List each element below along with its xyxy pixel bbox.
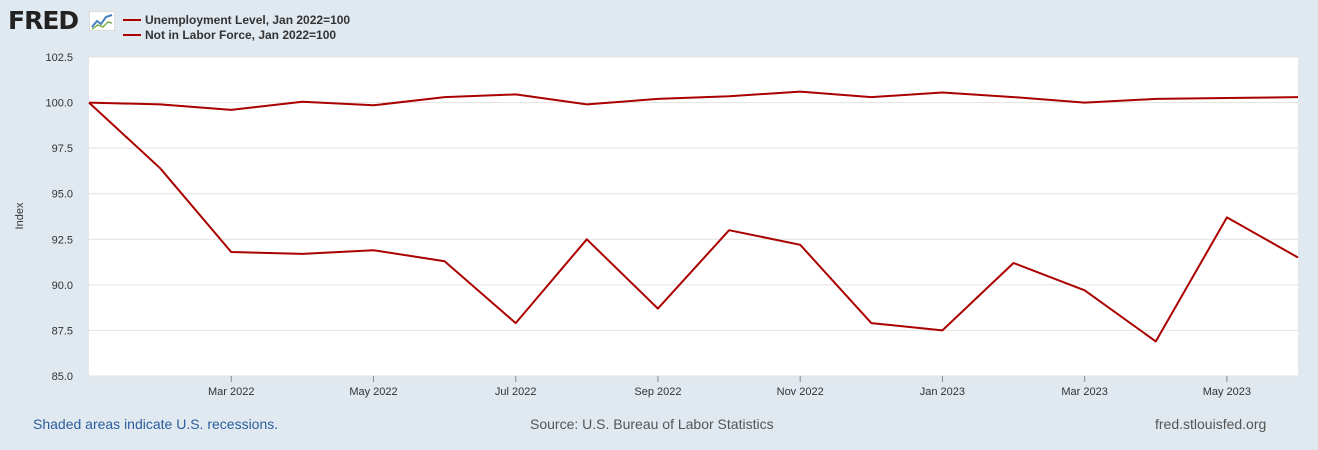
x-tick-label: Nov 2022 (777, 386, 824, 398)
fred-logo[interactable]: FRED (8, 6, 79, 35)
data-point[interactable] (230, 109, 232, 111)
data-point[interactable] (1297, 257, 1299, 259)
data-point[interactable] (1226, 97, 1228, 99)
x-tick-label: Mar 2022 (208, 386, 254, 398)
legend-swatch (123, 18, 141, 21)
y-axis-ticks: 85.0 87.5 90.0 92.5 95.0 97.5 100.0 102.5 (45, 52, 73, 383)
gridlines (89, 56, 1298, 377)
x-tick-label: Mar 2023 (1061, 386, 1107, 398)
line-chart: 85.0 87.5 90.0 92.5 95.0 97.5 100.0 102.5 Mar 2… (14, 52, 1299, 398)
legend-label: Unemployment Level, Jan 2022=100 (145, 13, 351, 27)
data-point[interactable] (372, 104, 374, 106)
data-point[interactable] (586, 238, 588, 240)
y-tick-label: 85.0 (52, 371, 73, 383)
x-tick-label: Jan 2023 (920, 386, 965, 398)
source-note: Source: U.S. Bureau of Labor Statistics (530, 416, 774, 432)
y-tick-label: 92.5 (52, 234, 73, 246)
data-point[interactable] (870, 322, 872, 324)
y-axis-label: Index (14, 202, 26, 229)
x-tick-label: Jul 2022 (495, 386, 537, 398)
y-tick-label: 102.5 (45, 52, 73, 64)
y-tick-label: 100.0 (45, 98, 73, 110)
legend-item-not-in-labor-force[interactable]: Not in Labor Force, Jan 2022=100 (123, 28, 336, 42)
data-point[interactable] (230, 251, 232, 253)
y-tick-label: 87.5 (52, 325, 73, 337)
plot-area (89, 57, 1298, 376)
data-point[interactable] (941, 92, 943, 94)
data-point[interactable] (941, 329, 943, 331)
data-point[interactable] (301, 101, 303, 103)
series-lines (88, 90, 1299, 343)
legend-swatch (123, 33, 141, 36)
data-point[interactable] (1297, 96, 1299, 98)
data-point[interactable] (657, 98, 659, 100)
data-point[interactable] (444, 96, 446, 98)
x-tick-label: May 2022 (349, 386, 397, 398)
data-point[interactable] (799, 91, 801, 93)
series-line-unemployment[interactable] (88, 101, 1299, 343)
data-point[interactable] (301, 253, 303, 255)
fred-url-link[interactable]: fred.stlouisfed.org (1155, 416, 1267, 432)
data-point[interactable] (1084, 289, 1086, 291)
data-point[interactable] (1013, 262, 1015, 264)
data-point[interactable] (586, 103, 588, 105)
data-point[interactable] (1013, 96, 1015, 98)
x-tick-label: Sep 2022 (634, 386, 681, 398)
recession-note: Shaded areas indicate U.S. recessions. (33, 416, 279, 432)
data-point[interactable] (1155, 98, 1157, 100)
legend-label: Not in Labor Force, Jan 2022=100 (145, 28, 337, 42)
data-point[interactable] (1084, 102, 1086, 104)
data-point[interactable] (728, 229, 730, 231)
data-point[interactable] (444, 260, 446, 262)
data-point[interactable] (372, 249, 374, 251)
x-axis-ticks: Mar 2022 May 2022 Jul 2022 Sep 2022 Nov 2022… (208, 376, 1251, 398)
legend-item-unemployment[interactable]: Unemployment Level, Jan 2022=100 (123, 13, 350, 27)
data-point[interactable] (515, 93, 517, 95)
data-point[interactable] (515, 322, 517, 324)
series-line-not-in-labor-force[interactable] (88, 90, 1299, 111)
y-tick-label: 90.0 (52, 280, 73, 292)
data-point[interactable] (1226, 216, 1228, 218)
y-tick-label: 95.0 (52, 189, 73, 201)
line-chart-icon (89, 11, 115, 31)
data-point[interactable] (728, 95, 730, 97)
data-point[interactable] (88, 102, 90, 104)
data-point[interactable] (1155, 340, 1157, 342)
y-tick-label: 97.5 (52, 143, 73, 155)
data-point[interactable] (657, 308, 659, 310)
data-point[interactable] (159, 103, 161, 105)
data-point[interactable] (799, 244, 801, 246)
data-point[interactable] (870, 96, 872, 98)
data-point[interactable] (159, 167, 161, 169)
x-tick-label: May 2023 (1203, 386, 1251, 398)
